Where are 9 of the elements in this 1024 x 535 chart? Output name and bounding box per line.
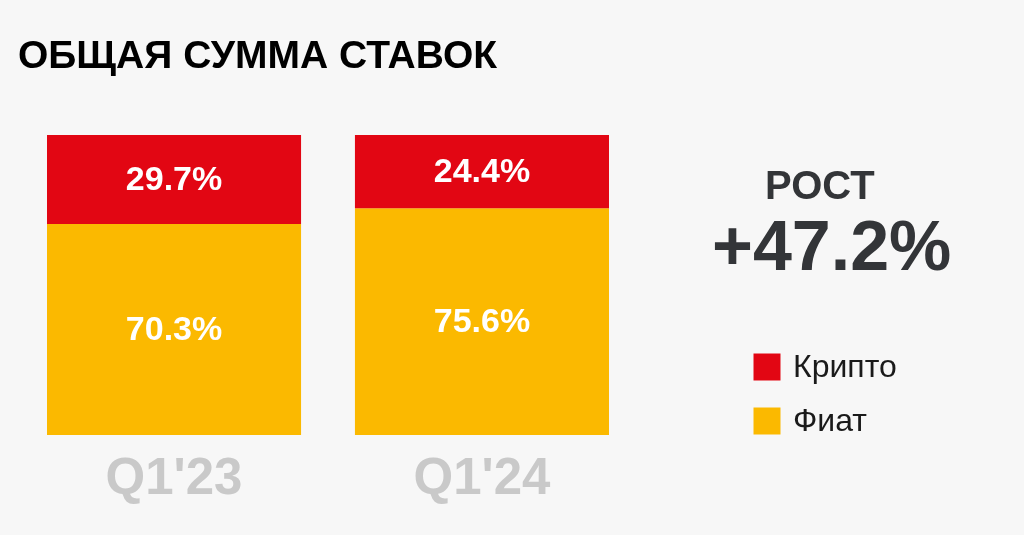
legend-label: Фиат [793,402,868,438]
data-label: 75.6% [433,300,531,339]
legend-label: Крипто [793,348,897,384]
data-label: 70.3% [125,308,223,347]
text: РОСТ [765,163,875,207]
data-label: 24.4% [433,150,531,189]
data-label: 29.7% [125,158,223,197]
chart-title: ОБЩАЯ СУММА СТАВОК [18,33,498,76]
text: +47.2% [712,207,952,285]
